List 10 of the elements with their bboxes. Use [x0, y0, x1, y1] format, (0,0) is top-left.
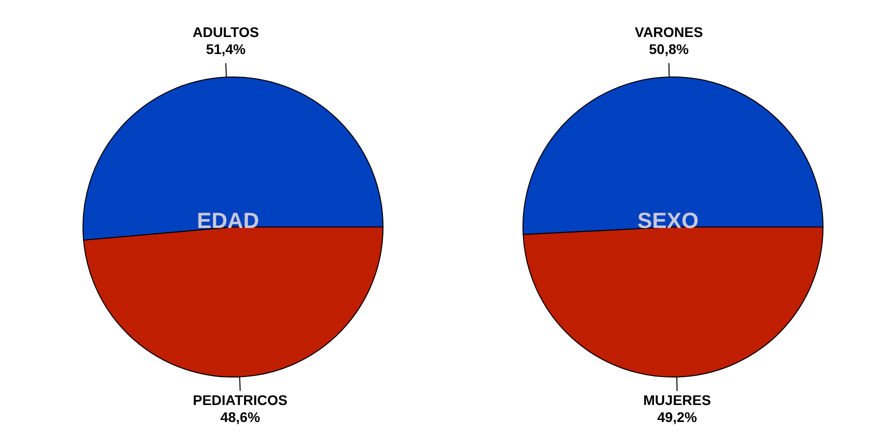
data-label: 49,2% [657, 408, 698, 425]
text: SEXO [637, 208, 699, 233]
slice-label: PEDIATRICOS [192, 392, 288, 408]
slice-label: MUJERES [643, 392, 711, 408]
slice-label: ADULTOS [192, 24, 259, 40]
data-label: 50,8% [649, 41, 690, 58]
data-label: 51,4% [206, 41, 246, 58]
text: EDAD [196, 208, 260, 233]
slice-label: VARONES [634, 24, 703, 40]
data-label: 48,6% [220, 408, 261, 425]
